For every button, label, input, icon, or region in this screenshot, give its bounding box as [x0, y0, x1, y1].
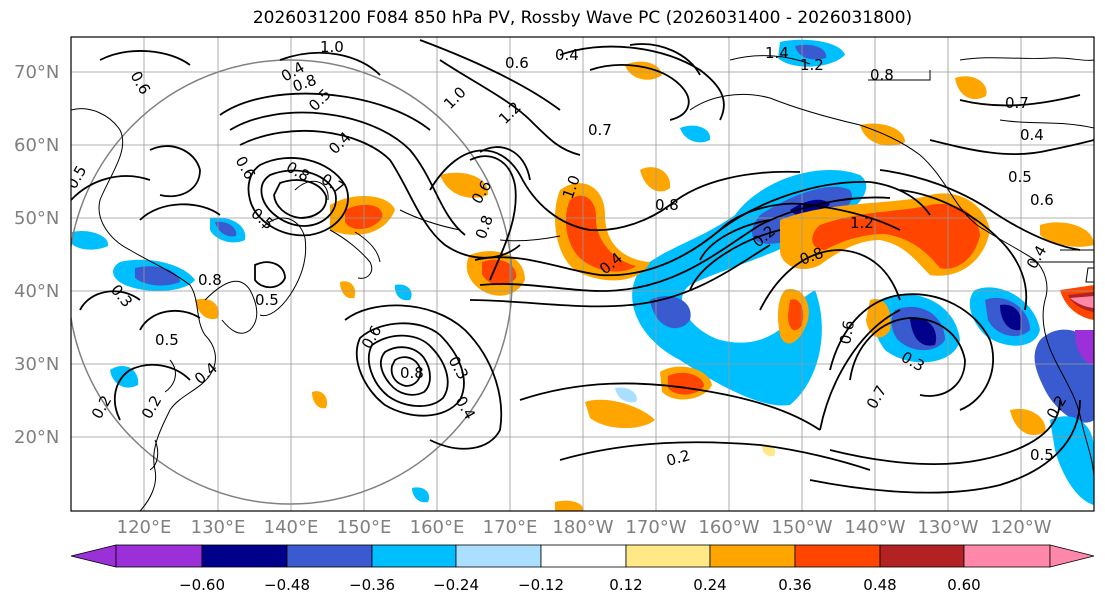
lon-label: 120°E: [116, 517, 172, 538]
colorbar-swatch: [115, 544, 203, 568]
lon-label: 120°W: [990, 517, 1052, 538]
colorbar-tick-label: −0.60: [179, 576, 225, 594]
colorbar-tick-label: 0.48: [863, 576, 897, 594]
contour-label: 0.8: [870, 66, 894, 84]
contour-label: 1.0: [320, 38, 344, 56]
colorbar-tick-label: 0.60: [947, 576, 981, 594]
map-frame: [70, 36, 1095, 512]
colorbar-swatch: [794, 544, 881, 568]
colorbar-swatch: [963, 544, 1051, 568]
colorbar-tick-label: 0.36: [778, 576, 812, 594]
lon-label: 140°W: [844, 517, 906, 538]
colorbar-swatch: [455, 544, 542, 568]
contour-label: 0.6: [505, 54, 529, 72]
contour-label: 1.2: [800, 56, 824, 74]
lat-label: 60°N: [14, 135, 60, 156]
colorbar-swatch: [625, 544, 711, 568]
contour-label: 1.4: [765, 44, 789, 62]
colorbar-swatch: [286, 544, 373, 568]
lon-label: 150°E: [336, 517, 392, 538]
colorbar-swatch: [879, 544, 965, 568]
colorbar-swatch: [1049, 544, 1095, 568]
contour-label: 0.6: [836, 319, 858, 346]
lon-label: 130°E: [190, 517, 246, 538]
lon-label: 170°E: [482, 517, 538, 538]
map-panel: [71, 37, 1094, 511]
contour-label: 0.4: [1020, 126, 1044, 144]
lon-label: 160°W: [698, 517, 760, 538]
contour-label: 0.7: [1005, 94, 1029, 112]
distance-circle: [71, 59, 513, 505]
contour-label: 0.8: [655, 196, 679, 214]
lat-label: 70°N: [14, 62, 60, 83]
lon-label: 160°E: [409, 517, 465, 538]
colorbar-swatch: [70, 544, 117, 568]
colorbar-tick-label: −0.12: [518, 576, 564, 594]
contour-label: 1.2: [850, 214, 874, 232]
lat-label: 50°N: [14, 208, 60, 229]
contour-label: 0.4: [555, 46, 579, 64]
coastlines: [71, 55, 1094, 511]
lon-label: 170°W: [625, 517, 687, 538]
pv-contours: [71, 39, 1094, 494]
contour-label: 0.8: [198, 271, 222, 289]
lon-label: 180°W: [552, 517, 614, 538]
contour-label: 0.5: [1008, 168, 1032, 186]
colorbar-swatch: [709, 544, 796, 568]
colorbar-swatch: [201, 544, 288, 568]
contour-label: 0.7: [588, 121, 612, 139]
contour-label: 0.6: [1030, 191, 1054, 209]
lon-label: 140°E: [263, 517, 319, 538]
lon-label: 130°W: [917, 517, 979, 538]
colorbar-tick-label: 0.12: [609, 576, 643, 594]
contour-label: 0.5: [155, 331, 179, 349]
contour-label: 0.5: [255, 291, 279, 309]
lat-label: 20°N: [14, 427, 60, 448]
contour-label: 0.2: [664, 446, 692, 470]
colorbar-swatch: [540, 544, 627, 568]
graticule: [71, 37, 1094, 511]
lat-label: 30°N: [14, 354, 60, 375]
contour-label: 0.8: [400, 364, 424, 382]
lon-label: 150°W: [771, 517, 833, 538]
colorbar-tick-label: −0.48: [264, 576, 310, 594]
positive-anomaly-shading: [195, 61, 1094, 511]
colorbar-tick-label: 0.24: [693, 576, 727, 594]
colorbar-tick-label: −0.24: [433, 576, 479, 594]
contour-label: 0.5: [1030, 446, 1054, 464]
colorbar-swatch: [371, 544, 457, 568]
colorbar: [70, 544, 1095, 568]
lat-label: 40°N: [14, 281, 60, 302]
map-title: 2026031200 F084 850 hPa PV, Rossby Wave …: [252, 8, 913, 28]
colorbar-tick-label: −0.36: [349, 576, 395, 594]
